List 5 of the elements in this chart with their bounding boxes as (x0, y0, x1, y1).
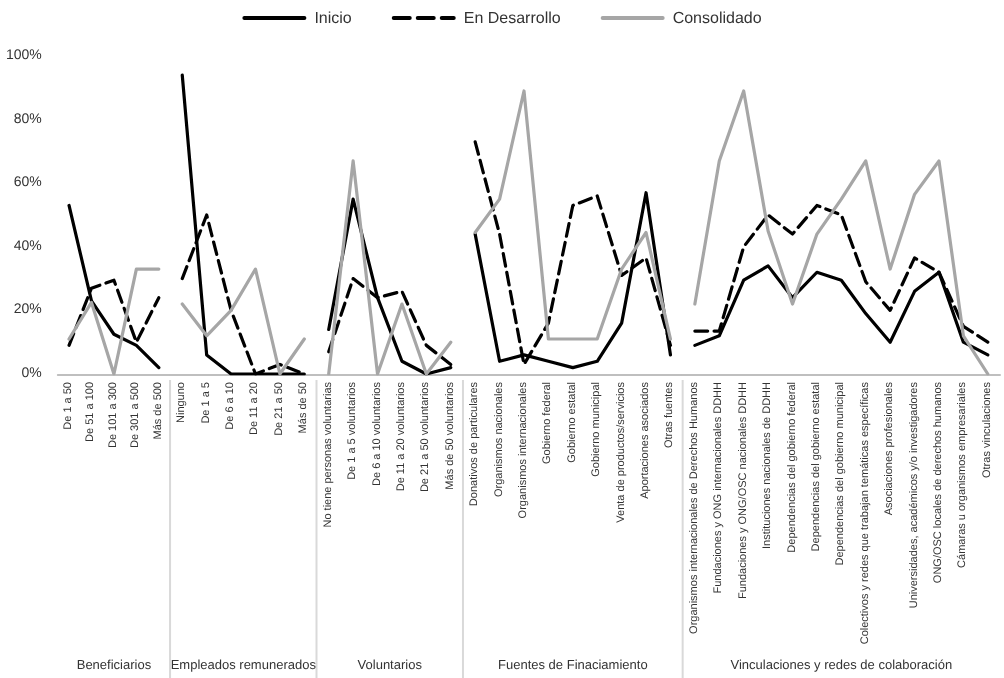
line-series (67, 267, 161, 376)
legend-label: Inicio (314, 9, 353, 27)
legend-label: En Desarrollo (463, 9, 562, 27)
legend-label: Consolidado (672, 9, 763, 27)
line-series (67, 203, 161, 370)
